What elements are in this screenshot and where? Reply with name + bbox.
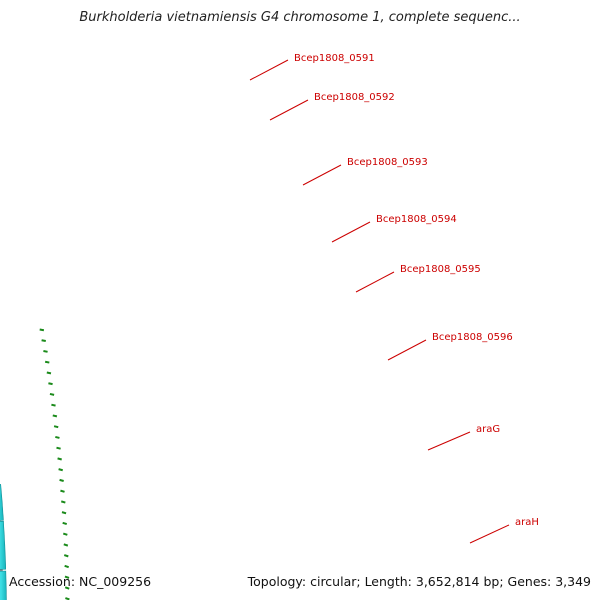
ruler-minor-tick bbox=[48, 382, 53, 386]
ruler-minor-tick bbox=[60, 489, 65, 493]
ruler-minor-tick bbox=[63, 554, 69, 558]
feature-label[interactable]: araH bbox=[515, 517, 539, 528]
ruler-minor-tick bbox=[43, 350, 48, 353]
ruler-minor-tick bbox=[44, 360, 50, 364]
ruler-minor-tick bbox=[65, 597, 70, 600]
ruler-minor-tick bbox=[62, 532, 68, 536]
orf-cyan-block[interactable] bbox=[0, 484, 4, 521]
ruler-minor-tick bbox=[41, 339, 46, 343]
genes-text: Genes: 3,349 bbox=[499, 574, 591, 589]
ruler-minor-tick bbox=[46, 371, 52, 375]
feature-leader-line bbox=[249, 59, 289, 81]
ruler-minor-tick bbox=[51, 403, 56, 407]
ruler-minor-tick bbox=[62, 521, 68, 526]
feature-label[interactable]: Bcep1808_0593 bbox=[347, 157, 428, 168]
ruler-minor-tick bbox=[56, 446, 61, 450]
orf-cyan-block[interactable] bbox=[0, 570, 7, 600]
backbone-layer bbox=[0, 514, 4, 600]
feature-leader-line bbox=[331, 221, 371, 243]
topology-text: Topology: circular bbox=[247, 574, 357, 589]
ruler-minor-tick bbox=[57, 457, 62, 461]
length-text: Length: 3,652,814 bp bbox=[356, 574, 499, 589]
feature-layer bbox=[0, 484, 7, 600]
ruler-minor-tick bbox=[39, 328, 45, 332]
feature-label[interactable]: araG bbox=[476, 424, 500, 435]
feature-label[interactable]: Bcep1808_0591 bbox=[294, 53, 375, 64]
feature-leader-line bbox=[387, 339, 427, 361]
backbone-line bbox=[0, 514, 4, 600]
ruler-minor-tick bbox=[55, 435, 60, 439]
ruler-layer: 648 kbp649 kbp650 kbp651 kbp652 kbp653 k… bbox=[39, 328, 70, 600]
ruler-minor-tick bbox=[49, 392, 55, 396]
ruler-minor-tick bbox=[52, 414, 58, 418]
genome-stats: Topology: circularLength: 3,652,814 bpGe… bbox=[248, 574, 591, 589]
feature-label[interactable]: Bcep1808_0596 bbox=[432, 332, 513, 343]
feature-leader-line bbox=[469, 524, 510, 544]
accession-text: Accession: NC_009256 bbox=[9, 574, 152, 589]
ruler-minor-tick bbox=[64, 564, 70, 569]
ruler-minor-tick bbox=[58, 468, 63, 472]
feature-leader-line bbox=[355, 271, 395, 293]
orf-cyan-block[interactable] bbox=[0, 520, 7, 570]
feature-label[interactable]: Bcep1808_0594 bbox=[376, 214, 457, 225]
feature-leader-line bbox=[427, 431, 471, 451]
label-layer: Bcep1808_0591 Bcep1808_0592 Bcep1808_0593 B… bbox=[249, 53, 539, 544]
ruler-minor-tick bbox=[59, 478, 64, 482]
map-title: Burkholderia vietnamiensis G4 chromosome… bbox=[79, 10, 521, 25]
ruler-minor-tick bbox=[60, 500, 66, 504]
feature-label[interactable]: Bcep1808_0592 bbox=[314, 92, 395, 103]
ruler-minor-tick bbox=[61, 511, 67, 515]
feature-label[interactable]: Bcep1808_0595 bbox=[400, 264, 481, 275]
ruler-minor-tick bbox=[64, 575, 70, 579]
feature-leader-line bbox=[269, 99, 309, 121]
feature-leader-line bbox=[302, 164, 342, 186]
ruler-minor-tick bbox=[64, 586, 70, 590]
ruler-minor-tick bbox=[63, 543, 69, 547]
ruler-minor-tick bbox=[53, 425, 59, 429]
